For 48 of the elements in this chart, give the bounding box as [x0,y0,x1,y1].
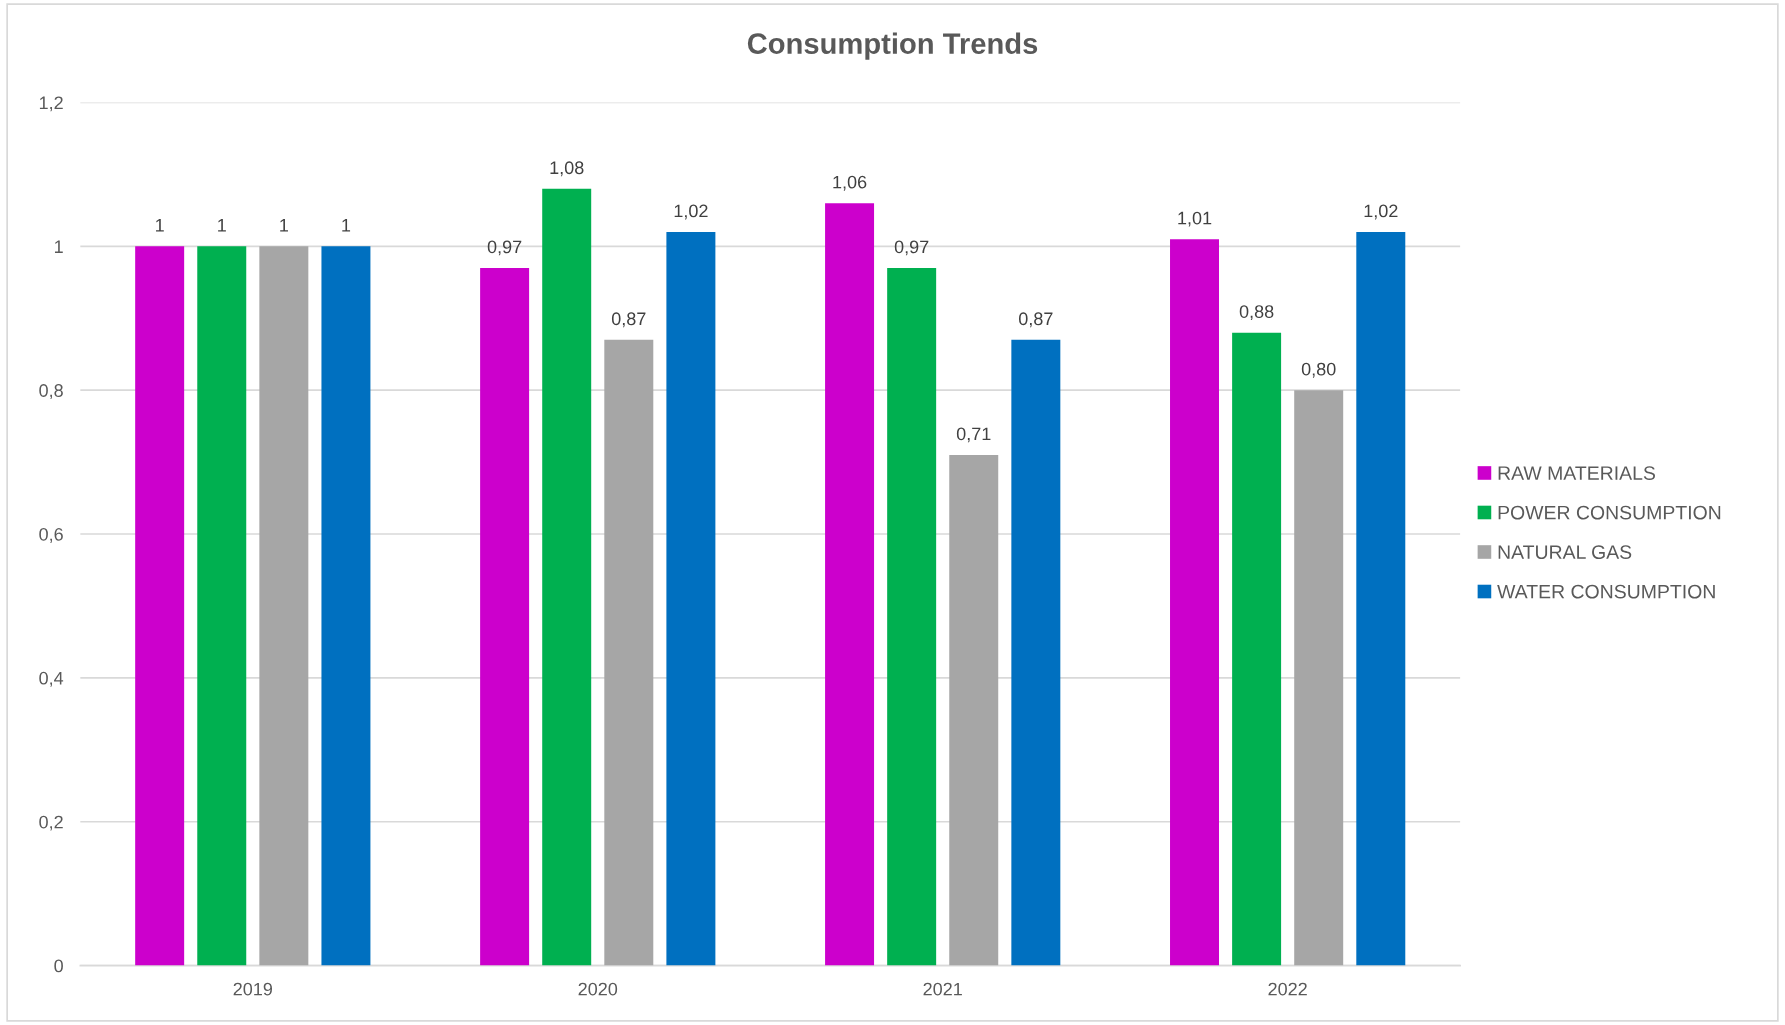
data-label: 0,87 [1018,312,1053,328]
bar [666,231,716,966]
bar [197,246,247,966]
data-label: 1 [342,219,351,232]
bar [604,339,654,966]
y-tick-label: 0 [54,959,63,973]
y-tick-label: 0,8 [39,384,63,400]
data-label: 0,97 [894,240,929,256]
data-label: 1,06 [833,175,867,191]
data-label: 1,02 [1364,204,1398,220]
bar [1294,390,1344,966]
y-tick-label: 0,2 [39,815,63,831]
y-tick-label: 1,2 [39,96,63,112]
bar [480,267,530,966]
x-tick-label: 2022 [1268,982,1307,996]
data-label: 0,80 [1301,362,1336,378]
data-label: 1 [156,219,164,232]
data-label: 1,01 [1178,211,1212,227]
bar [887,267,937,966]
data-label: 0,71 [956,427,991,443]
x-tick-label: 2020 [578,982,618,996]
y-tick-label: 0,6 [39,527,63,543]
x-tick-label: 2021 [923,982,962,996]
bar [542,188,592,966]
data-label: 1,02 [674,204,708,220]
data-label: 0,97 [487,240,522,256]
data-label: 1 [280,219,288,232]
data-label: 1,08 [550,161,584,177]
legend-label: RAW MATERIALS [1498,466,1655,480]
legend-label: POWER CONSUMPTION [1498,505,1721,520]
y-tick-label: 0,4 [39,671,64,687]
bar [1011,339,1061,966]
bar [949,454,999,966]
legend-label: WATER CONSUMPTION [1497,584,1715,599]
data-label: 0,87 [611,312,646,328]
chart-title: Consumption Trends [747,32,1038,60]
bar [321,246,371,966]
x-tick-label: 2019 [233,982,273,996]
bar [1232,332,1282,966]
bar [1356,231,1406,966]
bar [825,203,875,966]
legend-label: NATURAL GAS [1498,545,1632,559]
bar [135,246,185,966]
bar [259,246,309,966]
y-tick-label: 1 [54,240,63,253]
bar [1170,239,1220,966]
data-label: 1 [218,219,226,232]
data-label: 0,88 [1239,305,1274,321]
